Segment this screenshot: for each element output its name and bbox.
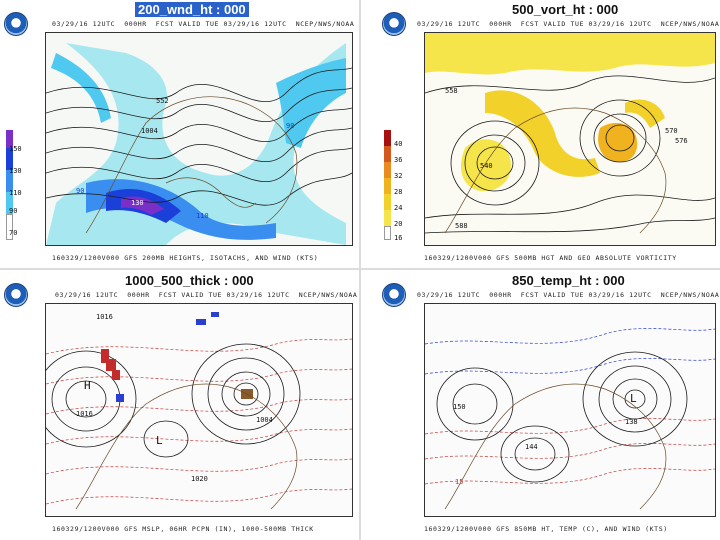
colorbar-swatch	[6, 170, 13, 192]
map-area: 1016 1004 1016 1020 H L	[45, 303, 353, 517]
panel-1000-500-thickness: 1000_500_thick : 000 03/29/16 12UTC 000H…	[0, 271, 358, 539]
map-label: 15	[455, 478, 463, 486]
map-label: 144	[525, 443, 538, 451]
colorbar-label: 150	[9, 145, 22, 153]
colorbar-label: 20	[394, 220, 403, 228]
panel-500-vorticity-height: 500_vort_ht : 000 03/29/16 12UTC 000HR F…	[362, 0, 720, 268]
map-area: 576 588 570 540 558	[424, 32, 716, 246]
map-label: 1020	[191, 475, 208, 483]
panel-title[interactable]: 500_vort_ht : 000	[512, 2, 619, 17]
colorbar-label: 110	[9, 189, 22, 197]
colorbar-swatch	[384, 146, 391, 162]
panel-title[interactable]: 1000_500_thick : 000	[125, 273, 254, 288]
weather-map-svg: 1016 1004 1016 1020 H L	[46, 304, 352, 516]
panel-header-text: 03/29/16 12UTC 000HR FCST VALID TUE 03/2…	[417, 291, 720, 299]
map-label: 150	[453, 403, 466, 411]
colorbar-swatch	[384, 194, 391, 210]
map-label: 90	[76, 187, 84, 195]
colorbar	[384, 130, 391, 240]
map-label: 576	[675, 137, 688, 145]
map-area: 150 138 L 144 15	[424, 303, 716, 517]
panel-footer-text: 160329/1200V000 GFS 850MB HT, TEMP (C), …	[424, 525, 668, 533]
map-area: 552 1004 90 110 130 90	[45, 32, 353, 246]
map-label: 540	[480, 162, 493, 170]
colorbar	[6, 130, 13, 240]
colorbar-swatch	[6, 148, 13, 170]
map-label: 1004	[256, 416, 273, 424]
colorbar-swatch	[384, 178, 391, 194]
colorbar-swatch	[6, 130, 13, 148]
map-label: 110	[196, 212, 209, 220]
map-label: L	[156, 434, 163, 447]
colorbar-swatch	[6, 214, 13, 240]
map-label: 130	[131, 199, 144, 207]
map-label: 1016	[96, 313, 113, 321]
noaa-logo-icon	[382, 283, 406, 307]
colorbar-label: 24	[394, 204, 403, 212]
panel-footer-text: 160329/1200V000 GFS 200MB HEIGHTS, ISOTA…	[52, 254, 319, 262]
panel-850-temp-height: 850_temp_ht : 000 03/29/16 12UTC 000HR F…	[362, 271, 720, 539]
weather-map-svg: 150 138 L 144 15	[425, 304, 715, 516]
panel-divider-vertical	[359, 0, 361, 540]
colorbar-label: 90	[9, 207, 18, 215]
colorbar-label: 40	[394, 140, 403, 148]
map-label: 1016	[76, 410, 93, 418]
colorbar-label: 70	[9, 229, 18, 237]
colorbar-label: 130	[9, 167, 22, 175]
colorbar-swatch	[384, 226, 391, 240]
colorbar-swatch	[384, 130, 391, 146]
map-label: H	[84, 379, 91, 392]
map-label: 558	[445, 87, 458, 95]
noaa-logo-icon	[4, 283, 28, 307]
map-label: 1004	[141, 127, 158, 135]
colorbar-swatch	[384, 162, 391, 178]
panel-footer-text: 160329/1200V000 GFS MSLP, 06HR PCPN (IN)…	[52, 525, 314, 533]
panel-divider-horizontal	[0, 268, 720, 270]
panel-title[interactable]: 200_wnd_ht : 000	[135, 2, 249, 17]
colorbar-swatch	[6, 192, 13, 214]
map-label: 588	[455, 222, 468, 230]
map-label: 552	[156, 97, 169, 105]
weather-map-svg: 576 588 570 540 558	[425, 33, 715, 245]
map-label: L	[630, 392, 637, 405]
panel-header-text: 03/29/16 12UTC 000HR FCST VALID TUE 03/2…	[52, 20, 355, 28]
panel-header-text: 03/29/16 12UTC 000HR FCST VALID TUE 03/2…	[417, 20, 720, 28]
noaa-logo-icon	[382, 12, 406, 36]
colorbar-label: 36	[394, 156, 403, 164]
panel-title[interactable]: 850_temp_ht : 000	[512, 273, 625, 288]
noaa-logo-icon	[4, 12, 28, 36]
colorbar-label: 32	[394, 172, 403, 180]
colorbar-label: 16	[394, 234, 403, 242]
weather-map-svg: 552 1004 90 110 130 90	[46, 33, 352, 245]
colorbar-swatch	[384, 210, 391, 226]
panel-200-wind-height: 200_wnd_ht : 000 03/29/16 12UTC 000HR FC…	[0, 0, 358, 268]
map-label: 570	[665, 127, 678, 135]
map-label: 90	[286, 122, 294, 130]
panel-footer-text: 160329/1200V000 GFS 500MB HGT AND GEO AB…	[424, 254, 677, 262]
panel-header-text: 03/29/16 12UTC 000HR FCST VALID TUE 03/2…	[55, 291, 358, 299]
map-label: 138	[625, 418, 638, 426]
colorbar-label: 28	[394, 188, 403, 196]
